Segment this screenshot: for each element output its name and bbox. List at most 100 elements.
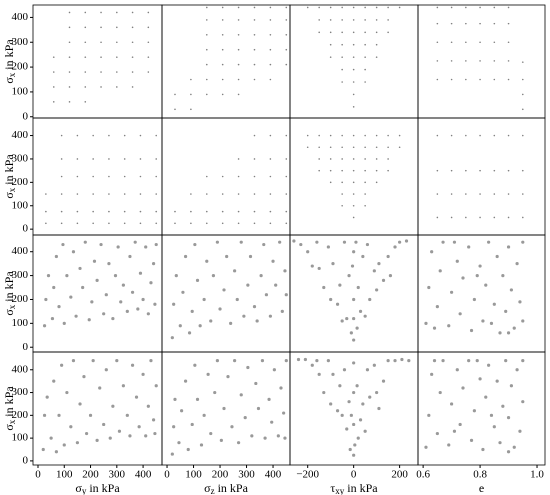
point	[183, 379, 188, 383]
point	[60, 134, 63, 137]
y-tick-label: 0	[23, 110, 29, 122]
point	[387, 134, 389, 137]
point	[104, 368, 108, 372]
point	[318, 19, 320, 21]
point	[147, 56, 150, 58]
point	[450, 60, 453, 62]
label-unit: in kPa	[2, 271, 16, 302]
point	[68, 56, 71, 58]
point	[450, 216, 453, 219]
point	[521, 108, 524, 111]
point	[222, 288, 226, 292]
y-tick-label: 300	[12, 152, 29, 164]
point	[236, 441, 241, 445]
point	[493, 193, 496, 195]
point	[358, 309, 363, 314]
point	[515, 368, 519, 372]
y-tick-label: 400	[12, 245, 29, 257]
point	[479, 193, 481, 195]
point	[331, 262, 335, 266]
point	[326, 359, 330, 363]
point	[341, 169, 343, 172]
point	[452, 240, 457, 244]
point	[131, 41, 134, 44]
point	[255, 319, 259, 323]
point	[155, 175, 158, 178]
point	[492, 425, 496, 429]
point	[100, 56, 102, 58]
point	[108, 193, 110, 195]
point	[144, 245, 148, 249]
point	[68, 26, 71, 29]
point	[341, 68, 343, 71]
point	[45, 210, 47, 213]
y-tick-label: 200	[12, 293, 29, 305]
point	[117, 429, 122, 433]
point	[341, 204, 343, 207]
point	[154, 242, 158, 247]
point	[352, 146, 355, 149]
point	[375, 158, 378, 160]
point	[128, 254, 132, 259]
point	[155, 222, 158, 225]
point	[253, 210, 256, 213]
point	[352, 422, 356, 427]
point	[205, 6, 208, 9]
point	[92, 134, 94, 137]
point	[404, 239, 409, 243]
point	[45, 193, 47, 195]
point	[134, 395, 139, 399]
point	[427, 285, 431, 290]
point	[116, 11, 118, 14]
point	[501, 273, 505, 278]
point	[493, 22, 496, 25]
point	[521, 359, 525, 363]
point	[318, 134, 320, 137]
point	[147, 41, 150, 44]
point	[108, 175, 110, 178]
point	[62, 443, 66, 447]
label-subscript: x	[7, 304, 17, 309]
point	[84, 431, 89, 436]
point	[283, 269, 287, 273]
point	[221, 48, 224, 51]
point	[341, 19, 343, 21]
point	[52, 379, 56, 383]
point	[364, 6, 366, 9]
point	[205, 193, 208, 195]
x-axis-label: σy in kPa	[75, 481, 120, 495]
point	[479, 22, 481, 25]
point	[435, 431, 439, 436]
point	[128, 434, 132, 438]
point	[329, 158, 332, 160]
point	[84, 101, 87, 103]
point	[358, 418, 363, 422]
point	[387, 146, 389, 149]
point	[329, 19, 332, 21]
y-tick-label: 300	[12, 36, 29, 48]
point	[259, 273, 263, 278]
point	[139, 158, 142, 160]
point	[353, 443, 357, 447]
point	[398, 240, 402, 244]
label-symbol: σ	[204, 481, 211, 495]
point	[52, 285, 56, 290]
x-tick-label: 400	[135, 469, 152, 481]
point	[54, 450, 58, 454]
point	[504, 309, 508, 314]
point	[318, 158, 320, 160]
point	[123, 175, 126, 178]
point	[341, 43, 343, 46]
point	[341, 146, 343, 149]
y-axis-label: σx in kPa	[2, 39, 17, 84]
x-tick-label: 100	[185, 469, 202, 481]
point	[352, 390, 356, 395]
point	[375, 19, 378, 21]
point	[57, 413, 61, 417]
x-tick-label: 0.8	[473, 469, 487, 481]
y-tick-label: 400	[12, 129, 29, 141]
point	[68, 11, 71, 14]
y-tick-label: 100	[12, 317, 29, 329]
point	[461, 276, 465, 280]
point	[136, 307, 140, 311]
